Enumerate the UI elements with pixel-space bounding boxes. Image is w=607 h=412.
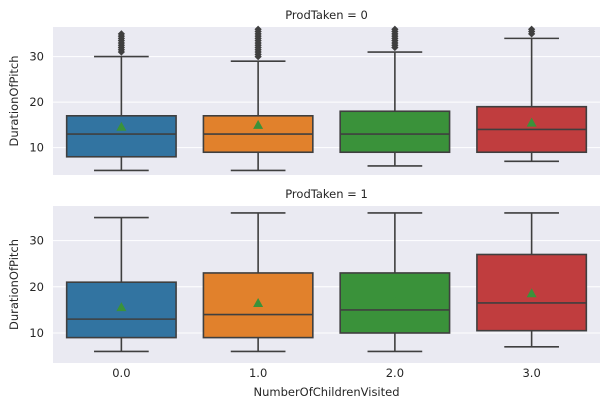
- y-axis-label: DurationOfPitch: [7, 55, 21, 146]
- y-tick-labels: 10 20 30: [29, 50, 44, 155]
- panel-prodtaken-1: 10 20 30 ProdTaken = 1 DurationOfPitch: [7, 187, 600, 363]
- box-2.0: [339, 212, 451, 353]
- panel-title: ProdTaken = 1: [285, 187, 368, 201]
- y-tick-label: 30: [29, 234, 44, 248]
- y-tick-labels: 10 20 30: [29, 234, 44, 340]
- x-tick-label: 0.0: [112, 366, 130, 380]
- box-3.0: [476, 25, 588, 163]
- box-group: [65, 212, 588, 353]
- box-0.0: [65, 216, 177, 353]
- x-tick-label: 3.0: [522, 366, 540, 380]
- x-axis-label: NumberOfChildrenVisited: [253, 385, 399, 399]
- y-tick-label: 10: [29, 141, 44, 155]
- mean-marker: [116, 302, 127, 312]
- mean-marker: [389, 118, 400, 128]
- panel-title: ProdTaken = 0: [285, 8, 368, 22]
- mean-marker: [389, 296, 400, 306]
- y-tick-label: 20: [29, 95, 44, 109]
- y-tick-label: 30: [29, 50, 44, 64]
- mean-marker: [116, 121, 127, 131]
- x-tick-labels: 0.0 1.0 2.0 3.0: [112, 366, 541, 380]
- outlier-point: [391, 25, 399, 33]
- panel-prodtaken-0: 10 20 30 ProdTaken = 0 DurationOfPitch: [7, 8, 600, 175]
- outlier-point: [254, 25, 262, 33]
- box-1.0: [202, 25, 314, 172]
- box-0.0: [65, 30, 177, 172]
- mean-marker: [526, 288, 537, 298]
- mean-marker: [526, 117, 537, 127]
- outlier-point: [117, 30, 125, 38]
- x-tick-label: 1.0: [249, 366, 267, 380]
- box-1.0: [202, 212, 314, 353]
- box-iqr: [339, 110, 451, 154]
- mean-marker: [253, 297, 264, 307]
- y-tick-label: 20: [29, 280, 44, 294]
- outlier-point: [528, 25, 536, 33]
- box-group: [65, 25, 588, 172]
- x-tick-label: 2.0: [386, 366, 404, 380]
- mean-marker: [253, 119, 264, 129]
- y-axis-label: DurationOfPitch: [7, 239, 21, 330]
- box-2.0: [339, 25, 451, 167]
- y-tick-label: 10: [29, 326, 44, 340]
- box-3.0: [476, 212, 588, 348]
